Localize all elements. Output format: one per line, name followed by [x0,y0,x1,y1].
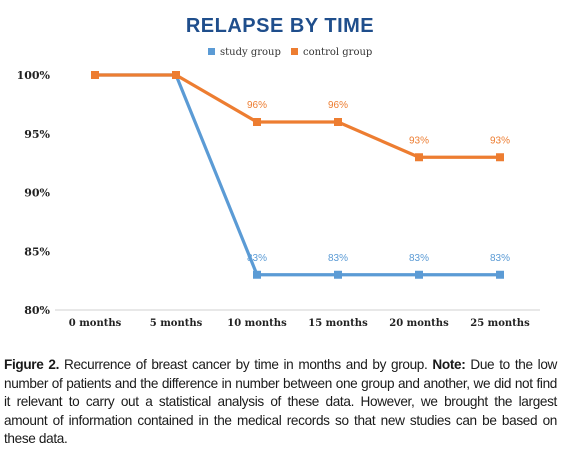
y-tick-label: 80% [24,304,50,317]
data-point [415,153,423,162]
chart: RELAPSE BY TIME study group control group… [17,15,540,329]
y-tick-label: 100% [17,69,51,82]
data-label: 96% [247,100,267,111]
caption-note-label: Note: [432,357,466,372]
legend-item: control group [291,47,372,58]
x-tick-label: 5 months [150,318,203,329]
legend-label: study group [220,47,281,58]
x-tick-label: 10 months [227,318,287,329]
data-label: 83% [490,253,510,264]
y-tick-label: 95% [24,128,50,141]
data-point [334,270,342,279]
data-label: 96% [328,100,348,111]
y-tick-label: 90% [24,187,50,200]
legend-swatch [291,48,298,55]
data-point [496,270,504,279]
x-axis: 0 months 5 months 10 months 15 months 20 mon… [55,309,540,329]
x-tick-label: 25 months [470,318,530,329]
data-label: 93% [409,135,429,146]
data-point [334,118,342,126]
chart-canvas: RELAPSE BY TIME study group control group… [17,15,540,329]
y-axis: 80% 85% 90% 95% 100% [17,69,51,317]
x-tick-label: 15 months [308,318,368,329]
legend-item: study group [208,47,281,58]
x-tick-label: 0 months [69,318,122,329]
caption-label: Figure 2. [4,357,60,372]
data-point [253,270,261,279]
series: 83% 83% 83% 83% [91,71,510,279]
data-point [253,118,261,126]
data-label: 83% [247,253,267,264]
series-line [95,73,500,159]
data-point [496,153,504,162]
legend: study group control group [208,47,372,58]
caption-text-2: Due to the low number of patients and th… [4,357,557,446]
series-line [95,73,500,277]
legend-label: control group [303,47,372,58]
data-label: 83% [409,253,429,264]
legend-swatch [208,48,215,55]
y-tick-label: 85% [24,245,50,258]
data-point [91,71,99,79]
data-point [415,270,423,279]
data-point [172,71,180,79]
data-label: 83% [328,253,348,264]
series-layer: 83% 83% 83% 83% 96% 96% 93% 93% [91,71,510,279]
series: 96% 96% 93% 93% [91,71,510,162]
x-tick-label: 20 months [389,318,449,329]
data-label: 93% [490,135,510,146]
figure-caption: Figure 2. Recurrence of breast cancer by… [4,356,557,449]
chart-title: RELAPSE BY TIME [186,15,374,37]
caption-text-1: Recurrence of breast cancer by time in m… [59,357,433,372]
